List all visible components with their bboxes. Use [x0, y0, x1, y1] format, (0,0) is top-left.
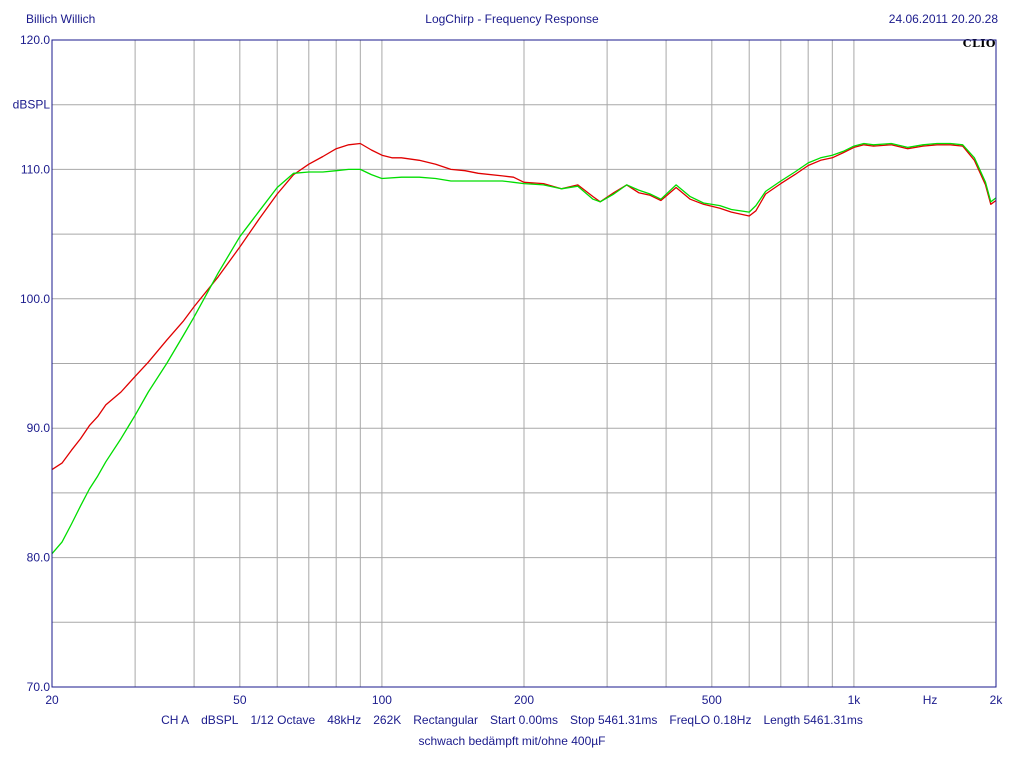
- x-tick-label: 200: [514, 693, 534, 707]
- datetime-label: 24.06.2011 20.20.28: [888, 12, 998, 26]
- x-tick-label: 1k: [848, 693, 862, 707]
- info-item: 1/12 Octave: [250, 713, 316, 727]
- x-tick-label: 500: [702, 693, 722, 707]
- info-item: Rectangular: [413, 713, 478, 727]
- y-tick-label: 70.0: [27, 680, 51, 694]
- info-item: CH A: [161, 713, 190, 727]
- chart-curves: [51, 142, 997, 555]
- series-line-1: [51, 142, 997, 555]
- info-item: Stop 5461.31ms: [570, 713, 658, 727]
- info-item: FreqLO 0.18Hz: [669, 713, 752, 727]
- y-tick-label: 110.0: [21, 162, 50, 176]
- y-tick-label: 100.0: [20, 292, 50, 306]
- x-axis-label: Hz: [923, 693, 938, 707]
- author-label: Billich Willich: [26, 12, 96, 26]
- y-tick-label: 90.0: [27, 421, 51, 435]
- chart-grid: [52, 40, 996, 687]
- plot-frame: [51, 39, 997, 688]
- y-tick-label: 120.0: [20, 33, 50, 47]
- y-axis-label: dBSPL: [13, 98, 51, 112]
- info-item: 262K: [373, 713, 402, 727]
- info-item: Length 5461.31ms: [763, 713, 863, 727]
- measurement-note: schwach bedämpft mit/ohne 400µF: [418, 734, 606, 748]
- x-tick-label: 50: [233, 693, 247, 707]
- x-tick-label: 20: [45, 693, 59, 707]
- info-item: 48kHz: [327, 713, 362, 727]
- info-item: dBSPL: [201, 713, 239, 727]
- info-item: Start 0.00ms: [489, 713, 558, 727]
- x-tick-label: 2k: [990, 693, 1004, 707]
- y-tick-label: 80.0: [27, 551, 51, 565]
- axis-labels: 120.0 110.0 100.0 90.0 80.0 70.0 dBSPL 20 50 100 2…: [13, 33, 1004, 707]
- measurement-info: CH A dBSPL 1/12 Octave 48kHz 262K Rectangular…: [0, 713, 1024, 727]
- chart-title: LogChirp - Frequency Response: [425, 12, 599, 26]
- x-tick-label: 100: [372, 693, 392, 707]
